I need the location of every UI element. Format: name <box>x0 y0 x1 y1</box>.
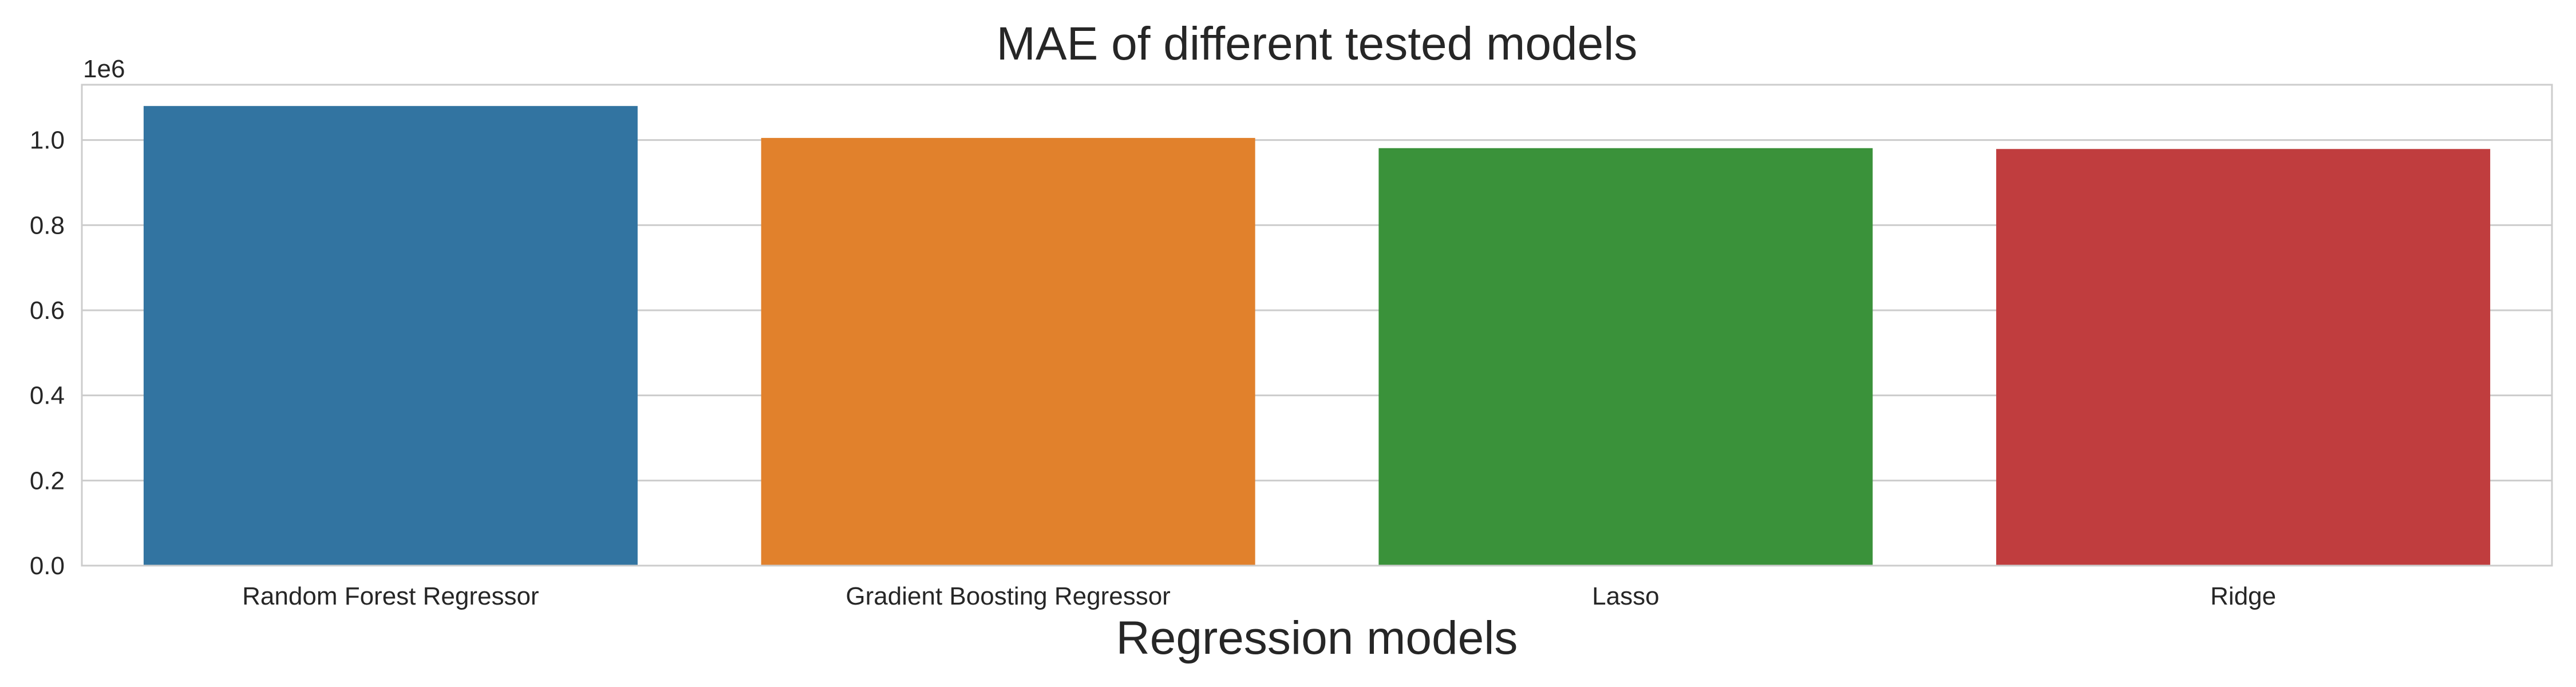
y-tick-label: 0.0 <box>30 552 65 580</box>
y-axis-offset-label: 1e6 <box>83 55 125 83</box>
plot-frame <box>81 84 2553 567</box>
y-tick-label: 1.0 <box>30 127 65 155</box>
x-axis-label: Regression models <box>1116 612 1518 664</box>
x-tick-label: Random Forest Regressor <box>242 582 539 610</box>
chart-title: MAE of different tested models <box>997 18 1638 70</box>
y-tick-label: 0.4 <box>30 382 65 410</box>
bars <box>143 106 2491 566</box>
x-tick-label: Gradient Boosting Regressor <box>846 582 1170 610</box>
x-tick-labels: Random Forest Regressor Gradient Boosting… <box>242 582 2276 610</box>
y-tick-label: 0.6 <box>30 297 65 325</box>
bar-gradient-boosting-regressor <box>761 137 1255 566</box>
bar-lasso <box>1378 148 1873 566</box>
x-tick-label: Lasso <box>1592 582 1659 610</box>
bar-random-forest-regressor <box>143 106 638 566</box>
x-tick-label: Ridge <box>2210 582 2276 610</box>
y-tick-labels: 0.0 0.2 0.4 0.6 0.8 1.0 <box>30 127 65 580</box>
bar-ridge <box>1996 149 2491 566</box>
y-tick-label: 0.2 <box>30 467 65 495</box>
y-tick-label: 0.8 <box>30 211 65 239</box>
